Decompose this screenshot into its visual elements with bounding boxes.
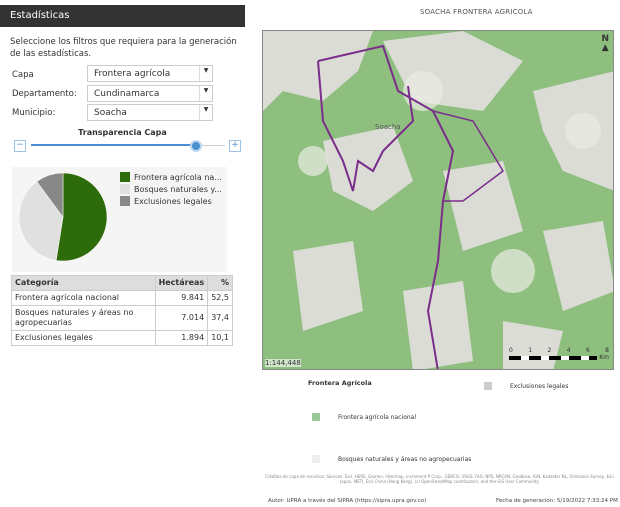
table-row: Bosques naturales y áreas no agropecuari… [11,305,233,331]
cell: Bosques naturales y áreas no agropecuari… [11,305,156,331]
map-legend-label: Bosques naturales y áreas no agropecuari… [338,456,472,463]
cell: Exclusiones legales [11,330,156,346]
chevron-down-icon: ▼ [199,105,212,120]
cell: 52,5 [207,290,233,306]
map-legend-title: Frontera Agrícola [308,379,372,387]
departamento-select[interactable]: Cundinamarca ▼ [87,85,213,102]
legend-swatch [120,172,130,182]
cell: Frontera agrícola nacional [11,290,156,306]
map-legend-label: Exclusiones legales [510,383,569,390]
cell: 1.894 [154,330,209,346]
place-label: Soacha [375,123,401,131]
map-date: Fecha de generación: 5/19/2022 7:33:24 P… [496,498,618,504]
table-row: Exclusiones legales 1.894 10,1 [11,330,233,346]
transparency-increase-button[interactable]: + [229,140,241,152]
pie-chart-panel [12,167,227,272]
pie-slice[interactable] [18,181,64,261]
municipio-select[interactable]: Soacha ▼ [87,104,213,121]
cell: 10,1 [207,330,233,346]
transparency-label: Transparencia Capa [78,128,167,137]
pie-slice[interactable] [36,172,64,218]
pie-chart [18,172,108,262]
legend-item: Exclusiones legales [120,196,212,206]
legend-swatch [312,413,320,421]
legend-swatch [120,196,130,206]
stats-table: Categoría Hectáreas% Frontera agrícola na… [11,275,233,346]
column-header: % [207,275,233,291]
capa-label: Capa [12,70,34,80]
transparency-slider-thumb[interactable] [189,140,202,152]
map-scale-ratio: 1:144,448 [265,359,301,367]
chevron-down-icon: ▼ [199,86,212,101]
legend-label: Frontera agrícola na... [134,172,222,182]
transparency-decrease-button[interactable]: − [14,140,26,152]
pie-slice[interactable] [55,172,108,262]
table-row: Frontera agrícola nacional 9.841 52,5 [11,290,233,306]
table-header-row: Categoría Hectáreas% [11,275,233,291]
cell: 37,4 [207,305,233,331]
municipio-label: Municipio: [12,108,56,118]
legend-swatch [484,382,492,390]
legend-swatch [312,455,320,463]
column-header: Hectáreas [154,275,209,291]
capa-select[interactable]: Frontera agrícola ▼ [87,65,213,82]
departamento-value: Cundinamarca [94,89,160,99]
legend-label: Exclusiones legales [134,196,212,206]
column-header: Categoría [11,275,156,291]
transparency-slider-fill [31,144,196,146]
departamento-label: Departamento: [12,89,77,99]
map-legend-label: Frontera agrícola nacional [338,414,417,421]
cell: 9.841 [154,290,209,306]
chevron-down-icon: ▼ [199,66,212,81]
municipio-value: Soacha [94,108,127,118]
map-title: SOACHA FRONTERA AGRICOLA [420,8,533,16]
panel-header: Estadísticas [0,5,245,27]
cell: 7.014 [154,305,209,331]
north-arrow-icon: N ▲ [601,34,609,53]
map-author: Autor: UPRA a través del SIPRA (https://… [268,498,427,504]
legend-item: Frontera agrícola na... [120,172,222,182]
legend-label: Bosques naturales y... [134,184,222,194]
intro-text: Seleccione los filtros que requiera para… [10,37,237,59]
legend-item: Bosques naturales y... [120,184,222,194]
capa-value: Frontera agrícola [94,69,171,79]
map-credits: Créditos de capa de servicios: Sources: … [265,474,614,484]
map-graphics [263,31,613,369]
legend-swatch [120,184,130,194]
